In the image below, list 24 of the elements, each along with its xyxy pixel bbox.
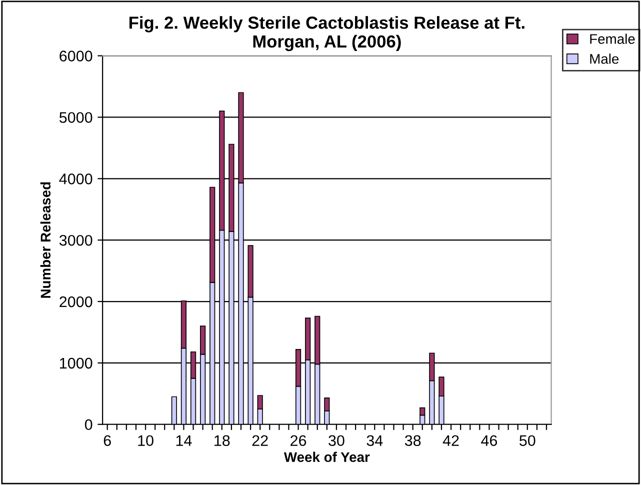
y-tick-label: 0: [84, 419, 92, 430]
x-tick-label: 6: [104, 435, 111, 446]
x-tick-label: 14: [176, 435, 192, 446]
x-tick-label: 10: [138, 435, 154, 446]
x-tick-label: 18: [214, 435, 230, 446]
x-tick-label: 38: [404, 435, 421, 446]
x-tick-label: 34: [366, 435, 383, 446]
legend-label: Female: [590, 34, 635, 44]
y-tick-label: 2000: [60, 296, 92, 308]
x-axis-title: Week of Year: [284, 452, 370, 462]
x-tick-label: 50: [520, 435, 536, 446]
x-tick-label: 22: [252, 435, 268, 446]
x-tick-label: 46: [481, 435, 498, 446]
x-tick-label: 26: [290, 435, 306, 446]
y-axis-title: Number Released: [40, 182, 51, 298]
x-tick-label: 30: [328, 435, 344, 446]
legend-label: Male: [590, 54, 619, 64]
y-tick-label: 6000: [60, 50, 92, 62]
y-tick-label: 5000: [59, 112, 92, 123]
y-tick-label: 3000: [59, 234, 92, 246]
chart-title: Fig. 2. Weekly Sterile Cactoblastis Release at Ft. Morgan, AL (2006): [129, 16, 524, 52]
y-tick-label: 1000: [60, 358, 92, 369]
x-tick-label: 42: [442, 435, 459, 446]
y-tick-label: 4000: [59, 174, 92, 184]
